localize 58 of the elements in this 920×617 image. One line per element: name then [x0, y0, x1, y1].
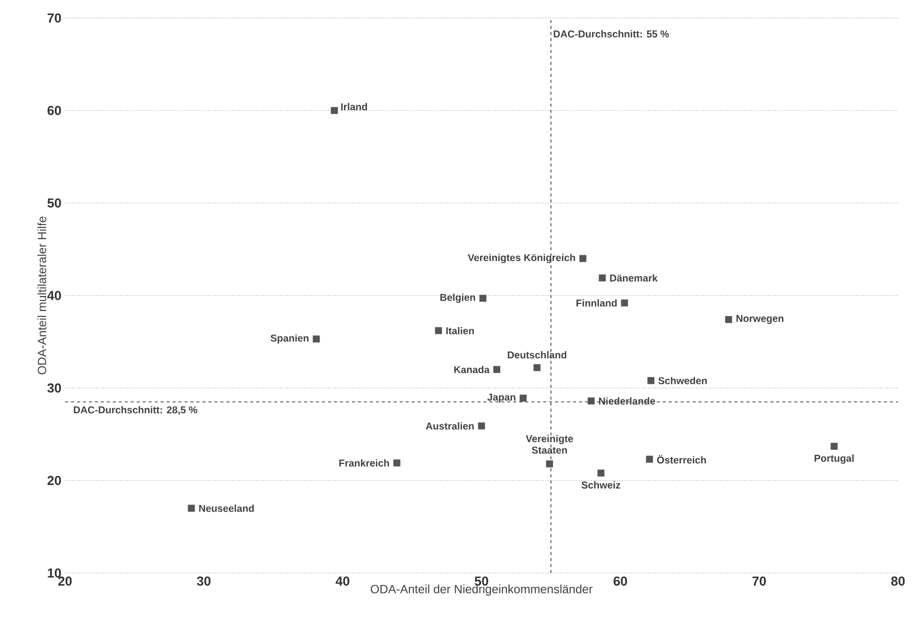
- point: [546, 460, 554, 468]
- point: [579, 255, 586, 262]
- series-label: Irland: [341, 102, 368, 110]
- point: [434, 327, 442, 334]
- point: [188, 504, 195, 512]
- series-label: Niederlande: [599, 397, 656, 405]
- series-label: Neuseeland: [199, 504, 254, 512]
- point: [478, 422, 485, 430]
- series-label: Vereinigtes Königreich: [468, 254, 576, 264]
- series-label: Österreich: [657, 454, 706, 464]
- series-label: Schweiz: [582, 481, 620, 489]
- y-tick-label: 40: [47, 290, 61, 300]
- ref-line-label: DAC-Durchschnitt: 28,5 %: [74, 406, 198, 415]
- x-tick-label: 20: [58, 576, 72, 586]
- point: [830, 442, 838, 450]
- point: [597, 470, 604, 477]
- x-axis-title: ODA-Anteil der Niedrigeinkommensländer: [370, 584, 593, 596]
- series-label: Portugal: [814, 454, 854, 464]
- series-label: Italien: [446, 326, 474, 334]
- y-tick-label: 10: [48, 568, 61, 578]
- y-tick-label: 30: [47, 383, 61, 393]
- y-tick-label: 20: [48, 476, 61, 486]
- x-tick-label: 70: [752, 576, 766, 586]
- series-label: Vereinigte Staaten: [526, 434, 574, 454]
- x-tick-label: 30: [196, 576, 211, 586]
- point: [520, 394, 527, 402]
- series-label: Dänemark: [610, 274, 658, 282]
- series-label: Frankreich: [339, 459, 389, 467]
- point: [479, 294, 486, 302]
- x-tick-label: 80: [891, 576, 905, 586]
- point: [330, 107, 338, 114]
- series-label: Norwegen: [736, 315, 784, 324]
- x-tick-label: 40: [336, 576, 350, 586]
- point: [588, 397, 595, 404]
- point: [725, 316, 732, 324]
- series-label: Finnland: [576, 299, 617, 307]
- series-label: Belgien: [440, 294, 476, 303]
- series-label: Schweden: [658, 376, 707, 384]
- y-axis-title: ODA-Anteil multilateraler Hilfe: [37, 216, 46, 374]
- point: [647, 377, 654, 384]
- point: [646, 456, 653, 463]
- point: [621, 299, 628, 306]
- x-tick-label: 60: [614, 576, 628, 586]
- point: [493, 366, 500, 373]
- y-tick-label: 50: [47, 198, 61, 208]
- series-label: Kanada: [454, 366, 490, 374]
- y-tick-label: 60: [48, 106, 61, 116]
- ref-line-label: DAC-Durchschnitt: 55 %: [554, 30, 669, 38]
- point: [598, 274, 606, 282]
- x-tick-label: 50: [474, 576, 488, 586]
- point: [312, 335, 320, 342]
- series-label: Spanien: [270, 334, 308, 344]
- series-label: Japan: [487, 394, 516, 403]
- point: [393, 459, 400, 466]
- series-label: Deutschland: [508, 351, 566, 358]
- point: [534, 364, 541, 372]
- series-label: Australien: [426, 422, 474, 430]
- y-tick-label: 70: [48, 13, 61, 23]
